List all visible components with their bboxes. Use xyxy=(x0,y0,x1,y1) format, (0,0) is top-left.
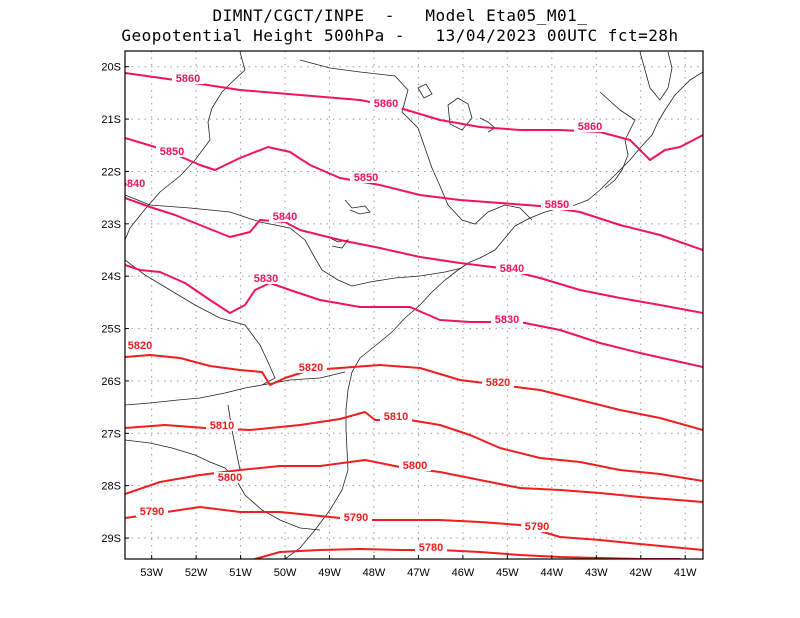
contour-line-5830 xyxy=(125,264,703,368)
contour-label-bg xyxy=(136,506,168,517)
lon-tick-label: 48W xyxy=(363,567,386,579)
lat-tick-label: 27S xyxy=(101,428,121,440)
lat-tick-label: 28S xyxy=(101,481,121,493)
lon-tick-label: 44W xyxy=(541,567,564,579)
lagoon xyxy=(344,199,371,215)
contour-label-bg xyxy=(380,411,412,422)
lat-tick-label: 26S xyxy=(101,376,121,388)
contour-label-5790: 5790 xyxy=(140,506,164,518)
contour-label-bg xyxy=(125,178,149,189)
contour-label-bg xyxy=(491,314,523,325)
lon-tick-label: 47W xyxy=(407,567,430,579)
contour-line-5820 xyxy=(125,354,703,431)
contour-label-5800: 5800 xyxy=(218,472,242,484)
lon-tick-label: 46W xyxy=(452,567,475,579)
contour-label-5780: 5780 xyxy=(419,542,443,554)
map-title-line-2: Geopotential Height 500hPa - 13/04/2023 … xyxy=(121,26,679,45)
contour-label-5810: 5810 xyxy=(384,411,408,423)
lat-tick-label: 23S xyxy=(101,219,121,231)
state-border xyxy=(227,404,241,471)
contour-label-bg xyxy=(574,121,606,132)
lon-tick-label: 41W xyxy=(674,567,697,579)
contour-label-bg xyxy=(214,472,246,483)
contour-label-5830: 5830 xyxy=(495,314,519,326)
contour-line-5860 xyxy=(125,72,703,161)
contour-label-5840: 5840 xyxy=(273,211,297,223)
contour-label-bg xyxy=(496,263,528,274)
lon-tick-label: 45W xyxy=(496,567,519,579)
contour-label-5790: 5790 xyxy=(525,521,549,533)
lat-tick-label: 29S xyxy=(101,533,121,545)
graticule xyxy=(125,51,703,559)
map-title-line-1: DIMNT/CGCT/INPE - Model Eta05_M01_ xyxy=(212,6,588,25)
contour-line-5790 xyxy=(125,506,703,551)
contour-label-bg xyxy=(370,98,402,109)
contour-line-5840 xyxy=(125,197,703,314)
lon-tick-label: 43W xyxy=(585,567,608,579)
state-border xyxy=(639,51,673,101)
contour-label-bg xyxy=(482,377,514,388)
contour-label-bg xyxy=(206,420,238,431)
lat-tick-label: 21S xyxy=(101,114,121,126)
plot-frame xyxy=(124,50,704,560)
lat-tick-label: 22S xyxy=(101,166,121,178)
contour-line-5850 xyxy=(125,137,703,251)
state-border xyxy=(125,51,246,241)
contour-label-5860: 5860 xyxy=(374,98,398,110)
contour-label-bg xyxy=(350,172,382,183)
contour-label-5810: 5810 xyxy=(210,420,234,432)
lat-tick-label: 25S xyxy=(101,324,121,336)
contour-label-bg xyxy=(250,273,282,284)
contour-label-5820: 5820 xyxy=(299,362,323,374)
contour-line-5780 xyxy=(254,548,681,559)
contour-label-5850: 5850 xyxy=(160,146,184,158)
lon-tick-label: 49W xyxy=(318,567,341,579)
lagoon xyxy=(479,117,496,133)
contour-label-bg xyxy=(295,362,327,373)
lon-tick-label: 52W xyxy=(185,567,208,579)
contour-label-5830: 5830 xyxy=(254,273,278,285)
contour-label-bg xyxy=(521,521,553,532)
lagoon xyxy=(447,97,473,131)
lon-tick-label: 42W xyxy=(629,567,652,579)
lon-tick-label: 53W xyxy=(140,567,163,579)
contour-label-5860: 5860 xyxy=(176,73,200,85)
contour-label-bg xyxy=(340,512,372,523)
contour-label-5840: 5840 xyxy=(121,178,145,190)
coastline-and-borders xyxy=(125,51,703,559)
contour-label-bg xyxy=(156,146,188,157)
lagoon xyxy=(417,83,433,99)
coastline xyxy=(284,71,703,559)
lon-tick-label: 50W xyxy=(274,567,297,579)
contour-label-bg xyxy=(172,73,204,84)
contour-label-5820: 5820 xyxy=(486,377,510,389)
contour-label-5790: 5790 xyxy=(344,512,368,524)
contour-label-5800: 5800 xyxy=(403,460,427,472)
contour-label-5850: 5850 xyxy=(545,199,569,211)
contour-label-bg xyxy=(541,199,573,210)
contour-label-5860: 5860 xyxy=(578,121,602,133)
contour-label-bg xyxy=(125,340,156,351)
lat-tick-label: 24S xyxy=(101,271,121,283)
state-border xyxy=(299,59,533,225)
contour-label-5840: 5840 xyxy=(500,263,524,275)
contour-label-5820: 5820 xyxy=(128,340,152,352)
lagoon xyxy=(329,237,349,249)
lon-tick-label: 51W xyxy=(229,567,252,579)
contour-label-bg xyxy=(415,542,447,553)
contour-label-5850: 5850 xyxy=(354,172,378,184)
lat-tick-label: 20S xyxy=(101,62,121,74)
contour-label-bg xyxy=(269,211,301,222)
state-border xyxy=(599,91,636,189)
contour-label-bg xyxy=(399,460,431,471)
state-border xyxy=(125,194,463,287)
state-border xyxy=(125,259,276,406)
